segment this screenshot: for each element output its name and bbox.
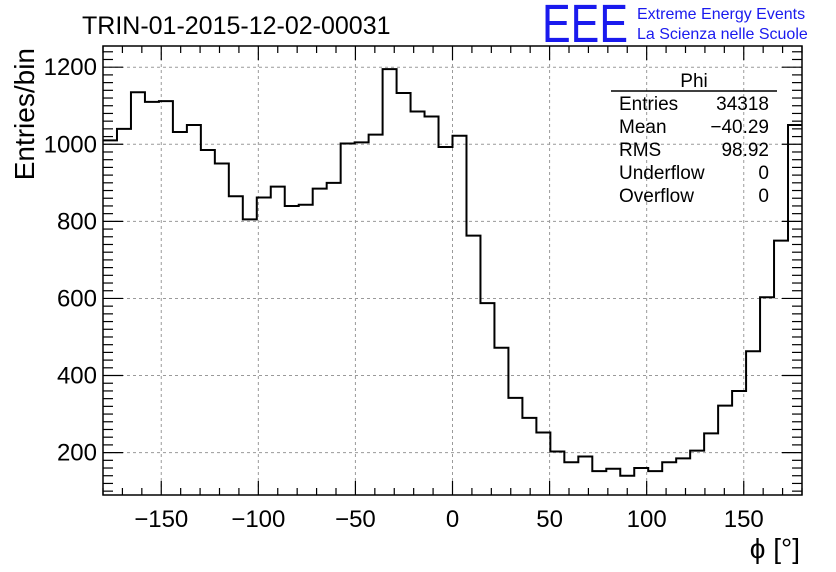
y-tick-label: 200: [57, 440, 97, 467]
grid-lines: [103, 46, 802, 495]
x-tick-label: 150: [724, 506, 764, 533]
stats-label-overflow: Overflow: [619, 186, 694, 207]
stats-box: Phi Entries 34318 Mean −40.29 RMS 98.92 …: [611, 71, 777, 207]
y-tick-label: 600: [57, 285, 97, 312]
axis-ticks: [102, 46, 803, 495]
x-tick-labels: −150 −100 −50 0 50 100 150: [134, 506, 764, 533]
y-tick-label: 400: [57, 363, 97, 390]
y-axis-title: Entries/bin: [9, 48, 40, 180]
stats-title: Phi: [680, 71, 707, 92]
x-tick-label: 50: [536, 506, 563, 533]
stats-label-rms: RMS: [619, 140, 661, 161]
stats-value-mean: −40.29: [710, 117, 769, 138]
stats-label-entries: Entries: [619, 94, 678, 115]
y-tick-label: 800: [57, 208, 97, 235]
stats-value-rms: 98.92: [721, 140, 769, 161]
x-tick-label: −100: [231, 506, 285, 533]
stats-label-underflow: Underflow: [619, 163, 705, 184]
y-tick-labels: 200 400 600 800 1000 1200: [44, 54, 97, 466]
stats-value-underflow: 0: [758, 163, 769, 184]
brand-line-2: La Scienza nelle Scuole: [637, 26, 808, 43]
x-tick-label: 100: [627, 506, 667, 533]
x-tick-label: −150: [134, 506, 188, 533]
y-tick-label: 1200: [44, 54, 97, 81]
histogram-line: [103, 68, 802, 477]
chart-title: TRIN-01-2015-12-02-00031: [82, 12, 391, 40]
eee-logo: EEE: [542, 0, 628, 54]
stats-label-mean: Mean: [619, 117, 667, 138]
stats-value-overflow: 0: [758, 186, 769, 207]
brand-line-1: Extreme Energy Events: [637, 6, 805, 23]
x-tick-label: 0: [446, 506, 459, 533]
x-axis-title: ϕ [°]: [750, 533, 800, 564]
x-tick-label: −50: [335, 506, 376, 533]
stats-value-entries: 34318: [716, 94, 769, 115]
y-tick-label: 1000: [44, 131, 97, 158]
